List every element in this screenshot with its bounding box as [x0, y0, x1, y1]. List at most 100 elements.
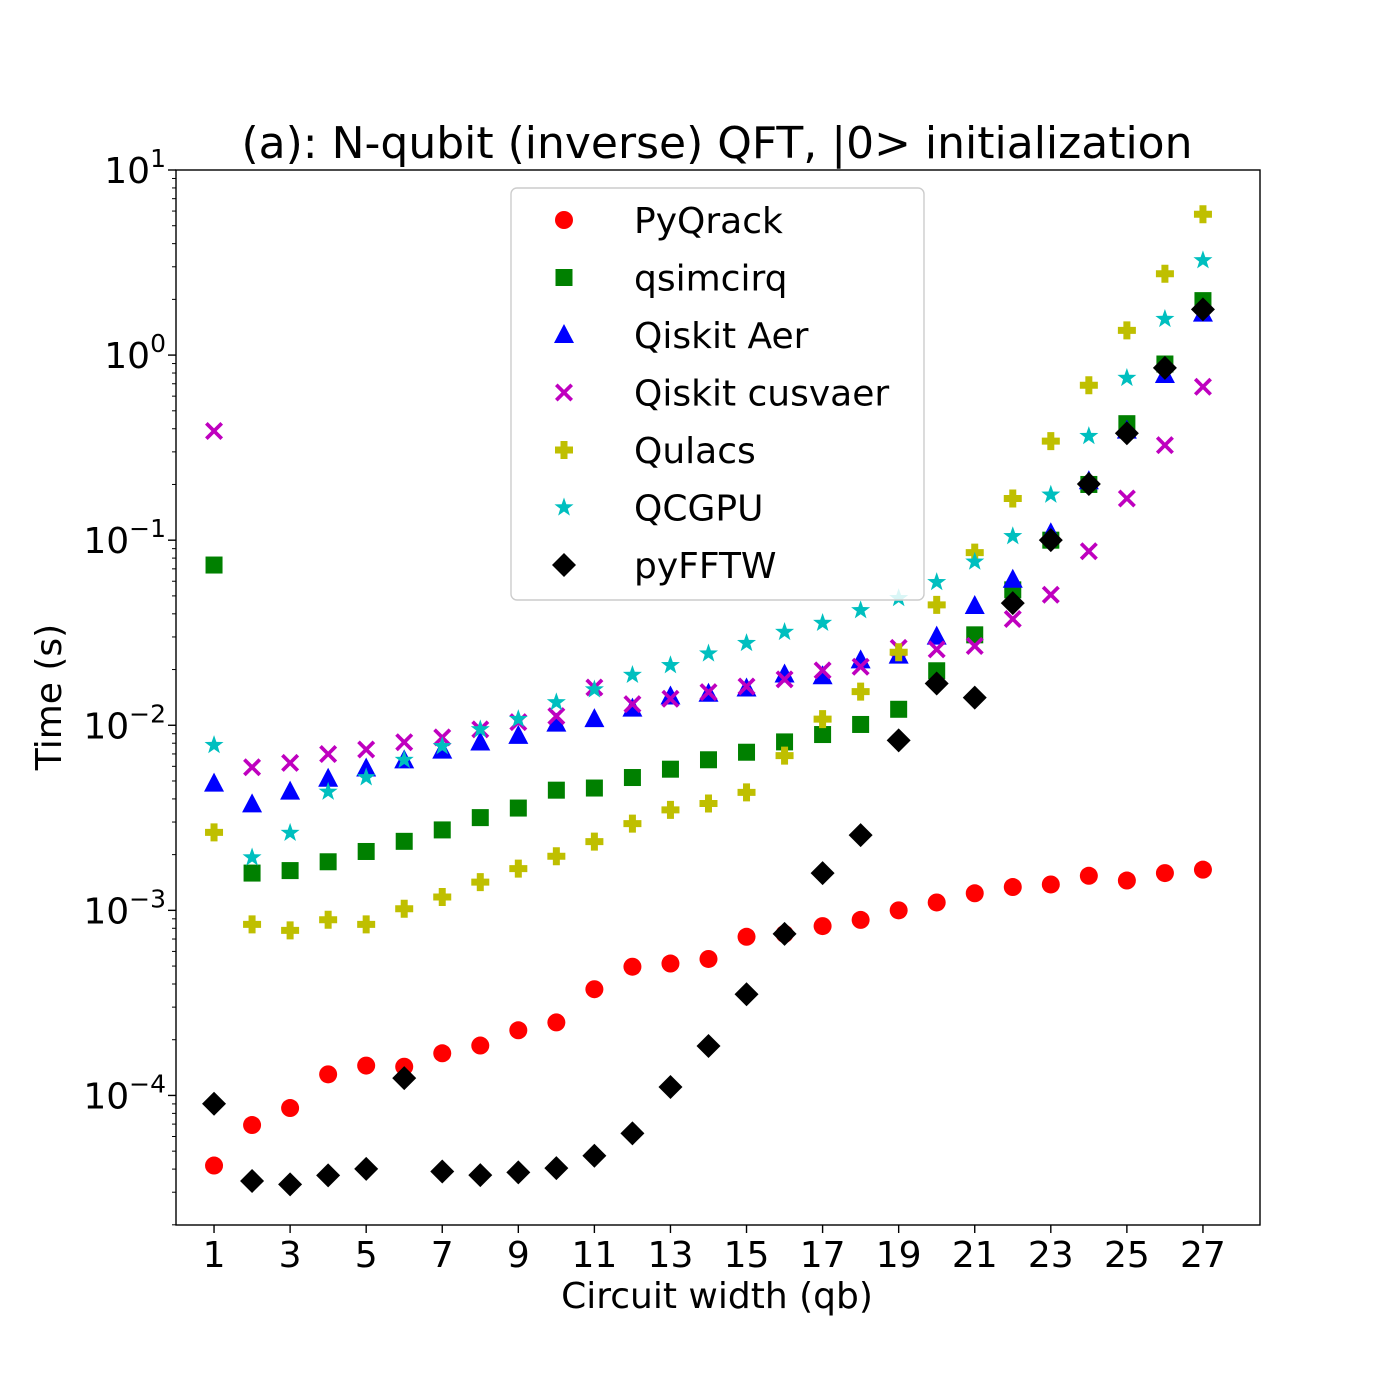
- data-point: [851, 657, 870, 676]
- x-tick-label: 11: [571, 1235, 617, 1276]
- data-point: [1155, 436, 1174, 455]
- data-point: [468, 1163, 493, 1188]
- data-point: [886, 728, 911, 753]
- data-point: [1152, 355, 1177, 380]
- data-point: [205, 823, 224, 842]
- legend-item: Qiskit Aer: [554, 316, 809, 357]
- legend-marker: [552, 553, 576, 577]
- data-point: [924, 671, 949, 696]
- x-tick-label: 17: [800, 1235, 846, 1276]
- data-point: [395, 832, 413, 850]
- data-point: [395, 733, 414, 752]
- data-point: [243, 758, 262, 777]
- data-point: [774, 663, 795, 683]
- data-point: [585, 832, 604, 851]
- legend-item: Qiskit cusvaer: [555, 374, 889, 415]
- data-point: [394, 750, 414, 769]
- x-tick-label: 15: [724, 1235, 770, 1276]
- data-point: [470, 719, 490, 738]
- data-point: [243, 1116, 262, 1135]
- data-point: [319, 745, 338, 764]
- data-point: [319, 853, 337, 871]
- data-point: [1000, 591, 1025, 616]
- legend-label: PyQrack: [634, 201, 783, 242]
- x-tick-label: 3: [279, 1235, 302, 1276]
- data-point: [661, 954, 680, 973]
- data-point: [890, 700, 908, 718]
- data-point: [1155, 864, 1174, 883]
- legend-label: Qiskit Aer: [634, 316, 809, 357]
- data-point: [1117, 368, 1137, 387]
- data-point: [243, 915, 262, 934]
- data-point: [622, 697, 643, 717]
- legend-item: PyQrack: [555, 201, 783, 242]
- x-tick-label: 7: [431, 1235, 454, 1276]
- data-point: [889, 901, 908, 920]
- data-point: [547, 707, 566, 726]
- data-point: [357, 1056, 376, 1075]
- data-point: [1003, 878, 1022, 897]
- data-point: [1193, 860, 1212, 879]
- data-point: [813, 661, 832, 680]
- legend-marker: [555, 269, 573, 286]
- legend-item: Qulacs: [555, 431, 756, 472]
- data-point: [1079, 426, 1099, 445]
- data-point: [319, 910, 338, 929]
- data-point: [927, 595, 946, 614]
- data-point: [316, 1163, 341, 1188]
- data-point: [1003, 526, 1023, 545]
- data-point: [546, 712, 567, 732]
- data-point: [356, 767, 376, 786]
- data-point: [506, 1160, 531, 1185]
- data-point: [1041, 432, 1060, 451]
- y-tick-label: 10−4: [83, 1069, 166, 1117]
- data-point: [204, 735, 224, 754]
- data-point: [927, 893, 946, 912]
- data-point: [544, 1156, 569, 1181]
- data-point: [470, 731, 491, 751]
- data-markers: [202, 205, 1215, 1197]
- data-point: [737, 633, 757, 652]
- y-tick-label: 10−3: [83, 884, 166, 932]
- data-point: [698, 643, 718, 662]
- data-point: [508, 724, 529, 744]
- data-point: [547, 1013, 566, 1032]
- data-point: [585, 779, 603, 797]
- data-point: [772, 921, 797, 946]
- series-pyfftw: [202, 297, 1215, 1197]
- data-point: [814, 726, 832, 744]
- data-point: [1041, 484, 1061, 503]
- data-point: [318, 767, 339, 787]
- data-point: [354, 1156, 379, 1181]
- data-point: [281, 921, 300, 940]
- data-point: [357, 842, 375, 860]
- data-point: [965, 637, 984, 656]
- data-point: [205, 421, 224, 440]
- data-point: [775, 622, 795, 641]
- legend-label: Qiskit cusvaer: [634, 374, 889, 415]
- data-point: [927, 640, 946, 659]
- data-point: [509, 859, 528, 878]
- legend: PyQrack qsimcirq Qiskit Aer Qiskit cusvaer Q…: [510, 187, 925, 601]
- data-point: [848, 823, 873, 848]
- data-point: [1117, 489, 1136, 508]
- data-point: [660, 685, 681, 705]
- data-point: [433, 888, 452, 907]
- chart-title: (a): N-qubit (inverse) QFT, |0> initiali…: [242, 118, 1193, 169]
- data-point: [737, 677, 756, 696]
- data-point: [547, 847, 566, 866]
- legend-marker: [555, 383, 573, 402]
- x-tick-label: 21: [952, 1235, 998, 1276]
- data-point: [1193, 205, 1212, 224]
- y-tick-label: 10−1: [83, 514, 166, 562]
- data-point: [851, 910, 870, 929]
- x-tick-label: 25: [1104, 1235, 1150, 1276]
- data-point: [318, 781, 338, 800]
- data-point: [927, 572, 947, 591]
- data-point: [433, 821, 451, 839]
- x-tick-label: 19: [876, 1235, 922, 1276]
- x-tick-label: 1: [203, 1235, 226, 1276]
- data-point: [851, 682, 870, 701]
- y-axis-ticks: 10−4 10−3 10−2 10−1 100 101: [83, 144, 176, 1226]
